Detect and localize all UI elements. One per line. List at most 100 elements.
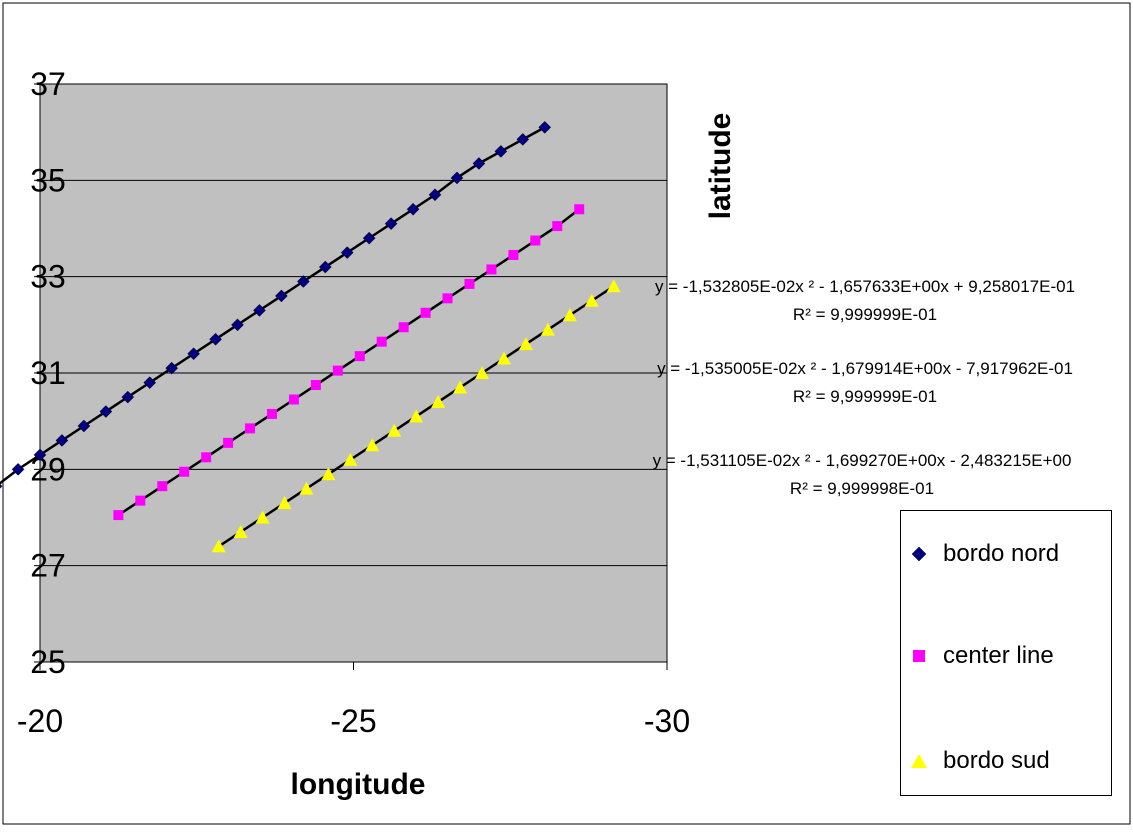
data-point <box>453 380 468 394</box>
legend: bordo nord center line bordo sud <box>900 510 1112 796</box>
data-point <box>552 221 563 232</box>
data-point <box>310 380 321 391</box>
data-point <box>11 462 25 476</box>
data-point <box>562 308 577 322</box>
data-point <box>409 409 424 423</box>
data-point <box>606 279 621 293</box>
data-point <box>233 524 248 538</box>
trendline-annotations: y = -1,532805E-02x ² - 1,657633E+00x + 9… <box>653 277 1075 498</box>
data-point <box>0 483 3 489</box>
data-point <box>99 405 113 418</box>
data-point <box>113 510 124 521</box>
data-point <box>33 448 47 462</box>
data-point <box>143 376 157 389</box>
data-point <box>157 481 168 492</box>
data-point <box>450 171 464 185</box>
data-point <box>277 496 292 510</box>
data-point <box>187 347 200 361</box>
legend-item-center-line: center line <box>907 641 1103 671</box>
data-point <box>121 390 135 404</box>
legend-item-bordo-nord: bordo nord <box>907 539 1103 569</box>
data-point <box>420 307 431 318</box>
data-point <box>299 481 314 495</box>
data-point <box>211 539 226 553</box>
data-point <box>464 278 475 289</box>
data-point <box>245 423 256 434</box>
data-point <box>442 293 453 304</box>
data-point <box>223 437 234 448</box>
data-point <box>165 361 179 375</box>
data-point <box>255 510 270 524</box>
y-axis-label: latitude <box>704 113 737 220</box>
trendline-equation-1: y = -1,532805E-02x ² - 1,657633E+00x + 9… <box>655 277 1075 296</box>
data-point <box>540 322 555 336</box>
data-point <box>231 318 244 332</box>
data-point <box>266 408 277 419</box>
gridlines <box>40 179 667 567</box>
trendline-r2-1: R² = 9,999999E-01 <box>793 305 937 324</box>
y-tick-label: 35 <box>30 162 66 198</box>
data-point <box>296 275 310 288</box>
data-point <box>428 188 442 202</box>
trendline <box>117 208 580 517</box>
diamond-marker-icon <box>907 539 931 569</box>
data-point <box>253 304 266 317</box>
data-point <box>384 217 398 231</box>
x-axis-label: longitude <box>291 768 426 801</box>
legend-label: bordo sud <box>943 747 1050 774</box>
data-point <box>530 235 541 246</box>
data-point <box>135 495 146 506</box>
data-point <box>398 322 409 333</box>
data-point <box>275 289 288 303</box>
trendline-equation-2: y = -1,535005E-02x ² - 1,679914E+00x - 7… <box>657 359 1073 378</box>
legend-label: bordo nord <box>943 540 1060 567</box>
data-point <box>354 351 365 362</box>
data-point <box>486 264 497 275</box>
data-point <box>365 438 380 452</box>
data-point <box>179 466 190 477</box>
series-layer <box>0 120 621 553</box>
data-point <box>406 202 420 216</box>
data-point <box>209 332 222 346</box>
data-point <box>516 133 530 146</box>
data-point <box>55 434 69 447</box>
y-tick-label: 37 <box>30 66 66 102</box>
data-point <box>387 423 402 437</box>
data-point <box>494 145 508 158</box>
data-point <box>538 120 552 134</box>
data-point <box>376 336 387 347</box>
x-axis-ticks: -20 -25 -30 <box>17 662 690 739</box>
data-point <box>431 394 446 408</box>
trendline-r2-3: R² = 9,999998E-01 <box>790 479 934 498</box>
data-point <box>508 249 519 260</box>
data-point <box>472 157 486 170</box>
series-bordo-nord <box>0 120 552 489</box>
x-tick-label: -20 <box>17 703 63 739</box>
data-point <box>288 394 299 405</box>
x-tick-label: -30 <box>644 703 690 739</box>
data-point <box>496 351 511 365</box>
data-point <box>584 293 599 307</box>
data-point <box>318 260 332 274</box>
data-point <box>574 204 585 215</box>
x-tick-label: -25 <box>330 703 376 739</box>
data-point <box>475 366 490 379</box>
data-point <box>201 452 212 463</box>
data-point <box>321 467 336 481</box>
trendline-equation-3: y = -1,531105E-02x ² - 1,699270E+00x - 2… <box>653 451 1072 470</box>
triangle-marker-icon <box>907 746 931 776</box>
square-marker-icon <box>907 641 931 671</box>
data-point <box>362 231 376 245</box>
series-bordo-sud <box>211 279 621 553</box>
trendline-r2-2: R² = 9,999999E-01 <box>793 387 937 406</box>
y-tick-label: 31 <box>30 355 66 391</box>
y-tick-label: 25 <box>30 644 66 680</box>
legend-label: center line <box>943 642 1054 669</box>
data-point <box>77 419 91 433</box>
data-point <box>343 452 358 466</box>
data-point <box>340 246 354 259</box>
legend-item-bordo-sud: bordo sud <box>907 746 1103 776</box>
series-center-line <box>113 204 585 521</box>
